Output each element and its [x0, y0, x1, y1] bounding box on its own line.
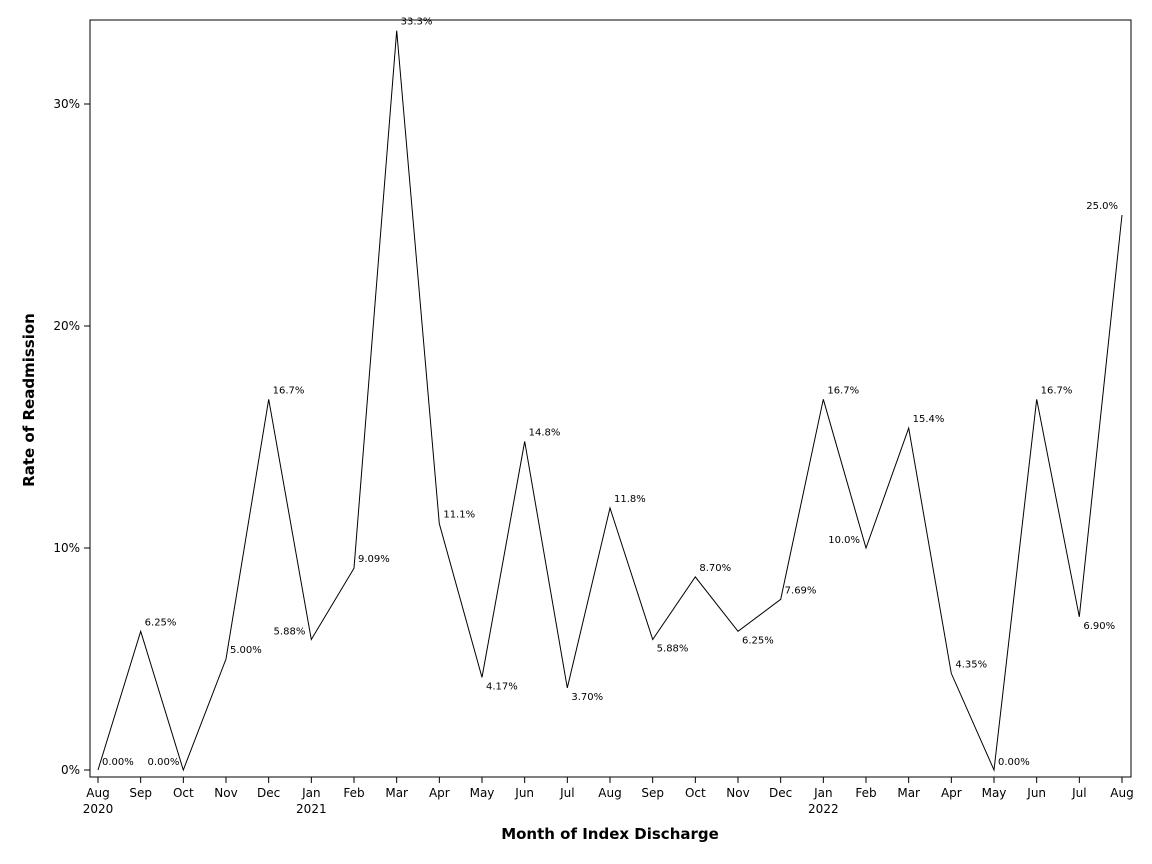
- data-label: 16.7%: [827, 385, 859, 396]
- data-label: 5.00%: [230, 645, 262, 656]
- x-tick-label: Jul: [559, 786, 574, 800]
- data-label: 4.17%: [486, 681, 518, 692]
- x-year-label: 2020: [83, 802, 114, 816]
- x-tick-label: Jan: [813, 786, 833, 800]
- x-tick-label: Mar: [897, 786, 920, 800]
- data-label: 15.4%: [913, 414, 945, 425]
- x-tick-label: Dec: [257, 786, 280, 800]
- x-tick-label: Mar: [385, 786, 408, 800]
- y-axis-title: Rate of Readmission: [20, 313, 38, 487]
- data-label: 6.90%: [1083, 621, 1115, 632]
- data-label: 0.00%: [998, 757, 1030, 768]
- data-label: 0.00%: [102, 757, 134, 768]
- data-label: 6.25%: [742, 635, 774, 646]
- x-tick-label: Apr: [941, 786, 962, 800]
- x-tick-label: Aug: [86, 786, 109, 800]
- data-label: 5.88%: [274, 626, 306, 637]
- x-tick-label: Apr: [429, 786, 450, 800]
- data-label: 6.25%: [145, 617, 177, 628]
- data-label: 14.8%: [529, 427, 561, 438]
- data-label: 5.88%: [657, 643, 689, 654]
- x-tick-label: Feb: [855, 786, 876, 800]
- x-tick-label: Nov: [726, 786, 749, 800]
- x-tick-label: Nov: [214, 786, 237, 800]
- x-tick-label: May: [470, 786, 495, 800]
- x-tick-label: Aug: [598, 786, 621, 800]
- data-label: 16.7%: [273, 385, 305, 396]
- x-tick-label: Jun: [1026, 786, 1046, 800]
- data-label: 25.0%: [1086, 201, 1118, 212]
- y-tick-label: 30%: [53, 97, 80, 111]
- x-axis-title: Month of Index Discharge: [501, 825, 719, 843]
- y-axis: 0% 10% 20% 30%: [53, 97, 90, 777]
- data-label: 33.3%: [401, 17, 433, 28]
- data-label: 11.8%: [614, 494, 646, 505]
- data-labels: 0.00% 6.25% 0.00% 5.00% 16.7% 5.88% 9.09% 33.3%…: [102, 17, 1118, 768]
- data-label: 16.7%: [1041, 385, 1073, 396]
- data-label: 8.70%: [699, 563, 731, 574]
- series-line: [97, 30, 1123, 772]
- y-tick-label: 0%: [61, 763, 80, 777]
- data-label: 11.1%: [443, 510, 475, 521]
- data-label: 3.70%: [571, 692, 603, 703]
- x-tick-label: Oct: [173, 786, 194, 800]
- data-label: 0.00%: [148, 757, 180, 768]
- data-label: 10.0%: [828, 535, 860, 546]
- x-tick-label: Feb: [343, 786, 364, 800]
- y-tick-label: 10%: [53, 541, 80, 555]
- x-tick-label: Oct: [685, 786, 706, 800]
- x-tick-label: Jan: [301, 786, 321, 800]
- x-tick-label: Jun: [514, 786, 534, 800]
- x-year-label: 2022: [808, 802, 839, 816]
- x-tick-label: May: [982, 786, 1007, 800]
- x-tick-label: Jul: [1071, 786, 1086, 800]
- x-year-label: 2021: [296, 802, 327, 816]
- data-label: 9.09%: [358, 554, 390, 565]
- x-tick-label: Dec: [769, 786, 792, 800]
- x-tick-label: Aug: [1110, 786, 1133, 800]
- data-label: 7.69%: [785, 585, 817, 596]
- x-tick-label: Sep: [641, 786, 664, 800]
- data-label: 4.35%: [955, 659, 987, 670]
- x-axis: Aug 2020 Sep Oct Nov Dec Jan 2021 Feb Mar Apr May Ju…: [83, 777, 1134, 816]
- y-tick-label: 20%: [53, 319, 80, 333]
- x-tick-label: Sep: [129, 786, 152, 800]
